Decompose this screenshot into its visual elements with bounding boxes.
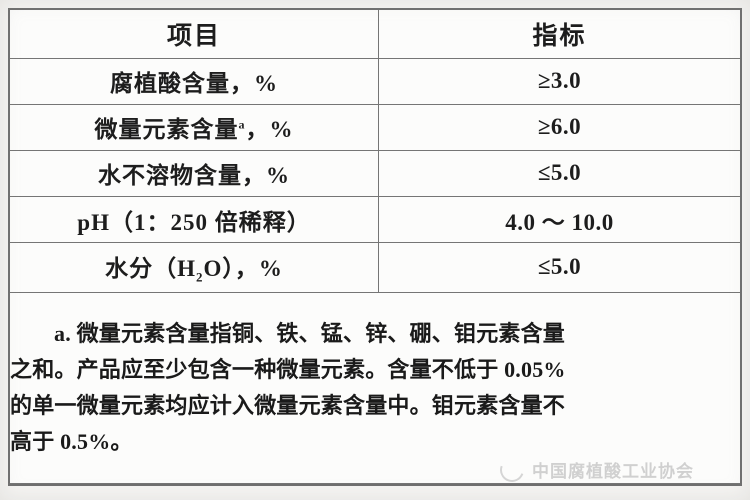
row-item-trace-elements-unit: ，% [245,117,294,143]
footnote-line-3: 的单一微量元素均应计入微量元素含量中。钼元素含量不 [10,392,566,418]
row-item-trace-elements: 微量元素含量a，% [10,103,379,151]
row-item-ph: pH（1：250 倍稀释） [10,196,379,244]
specification-table-grid: 项目 指标 腐植酸含量，% ≥3.0 微量元素含量a，% ≥6.0 水不溶物含量… [10,10,740,485]
row-value-ph: 4.0 ～ 10.0 [378,196,740,244]
table-row: 微量元素含量a，% ≥6.0 [10,103,740,151]
row-item-trace-elements-text: 微量元素含量 [94,117,239,143]
row-value-humic-acid: ≥3.0 [378,57,740,105]
row-value-water-insoluble: ≤5.0 [378,149,740,198]
footnote-marker-a: a [238,117,246,132]
table-row: 腐植酸含量，% ≥3.0 [10,57,740,105]
footnote-line-4: 高于 0.5%。 [10,428,133,454]
row-value-moisture: ≤5.0 [378,242,740,293]
row-item-water-insoluble: 水不溶物含量，% [10,149,379,198]
footnote-line-2: 之和。产品应至少包含一种微量元素。含量不低于 0.05% [10,356,566,382]
subscript-two: 2 [196,269,204,285]
row-item-humic-acid: 腐植酸含量，% [10,57,379,105]
specification-table: 项目 指标 腐植酸含量，% ≥3.0 微量元素含量a，% ≥6.0 水不溶物含量… [8,8,742,486]
footnote-text: a. 微量元素含量指铜、铁、锰、锌、硼、钼元素含量 之和。产品应至少包含一种微量… [10,316,740,460]
table-body: 项目 指标 腐植酸含量，% ≥3.0 微量元素含量a，% ≥6.0 水不溶物含量… [10,10,740,485]
table-row: 水分（H2O），% ≤5.0 [10,242,740,293]
table-row: pH（1：250 倍稀释） 4.0 ～ 10.0 [10,196,740,244]
table-footnote-row: a. 微量元素含量指铜、铁、锰、锌、硼、钼元素含量 之和。产品应至少包含一种微量… [10,291,740,485]
footnote-line-1: a. 微量元素含量指铜、铁、锰、锌、硼、钼元素含量 [54,320,566,346]
footnote-cell: a. 微量元素含量指铜、铁、锰、锌、硼、钼元素含量 之和。产品应至少包含一种微量… [10,291,740,485]
row-item-moisture: 水分（H2O），% [10,242,379,293]
table-header-row: 项目 指标 [10,10,740,59]
row-item-moisture-prefix: 水分（H [105,256,196,282]
table-header-index: 指标 [378,10,740,59]
row-value-trace-elements: ≥6.0 [378,103,740,151]
table-row: 水不溶物含量，% ≤5.0 [10,149,740,198]
table-header-item: 项目 [10,10,379,59]
row-item-moisture-suffix: O），% [203,256,283,282]
